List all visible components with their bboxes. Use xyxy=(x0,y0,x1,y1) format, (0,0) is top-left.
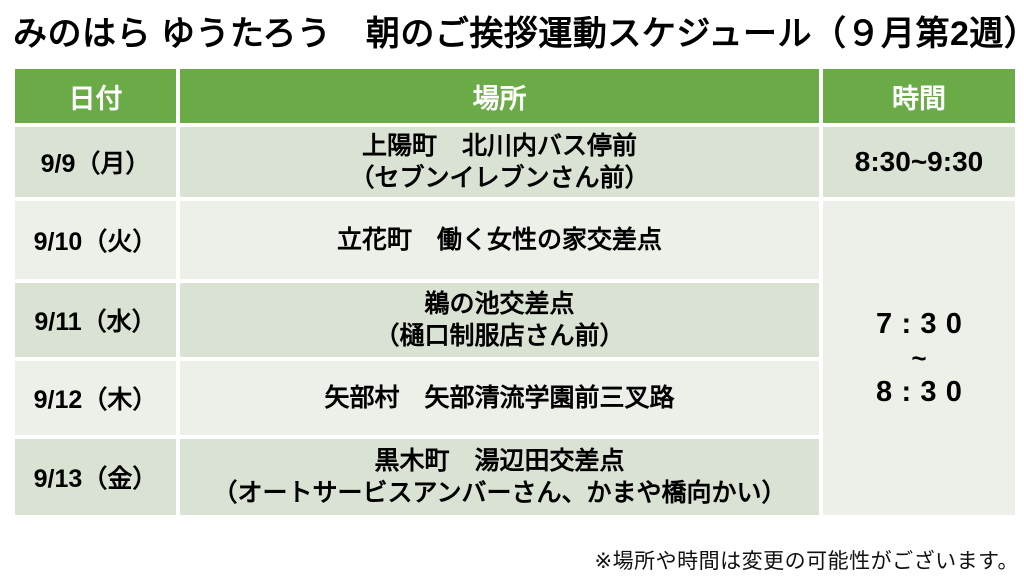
table-row: 9/11（水） 鵜の池交差点 （樋口制服店さん前） xyxy=(11,279,1017,361)
date-cell: 9/9（月） xyxy=(11,123,180,201)
col-header-time: 時間 xyxy=(819,65,1019,127)
page-title: みのはら ゆうたろう 朝のご挨拶運動スケジュール（９月第2週） xyxy=(13,15,1024,53)
table-row: 9/10（火） 立花町 働く女性の家交差点 7:30 ~ 8:30 xyxy=(11,197,1019,519)
place-line-2: （セブンイレブンさん前） xyxy=(349,164,650,192)
time-start: 7:30 xyxy=(876,307,972,340)
time-separator: ~ xyxy=(911,342,927,373)
place-cell: 鵜の池交差点 （樋口制服店さん前） xyxy=(176,279,823,361)
footnote: ※場所や時間は変更の可能性がございます。 xyxy=(594,550,1019,573)
place-cell: 上陽町 北川内バス停前 （セブンイレブンさん前） xyxy=(176,123,823,201)
place-cell: 黒木町 湯辺田交差点 （オートサービスアンバーさん、かまや橋向かい） xyxy=(176,435,823,519)
merged-time-cell: 7:30 ~ 8:30 xyxy=(819,197,1019,519)
col-header-place: 場所 xyxy=(176,65,823,127)
date-cell: 9/12（木） xyxy=(11,357,180,439)
place-line-1: 鵜の池交差点 xyxy=(424,289,575,318)
date-cell: 9/13（金） xyxy=(11,435,180,519)
table-row: 9/9（月） 上陽町 北川内バス停前 （セブンイレブンさん前） 8:30~9:3… xyxy=(11,123,1019,201)
time-end: 8:30 xyxy=(876,376,972,409)
col-header-date: 日付 xyxy=(11,65,180,127)
place-cell: 矢部村 矢部清流学園前三叉路 xyxy=(176,357,823,439)
time-cell: 8:30~9:30 xyxy=(819,123,1019,201)
date-cell: 9/10（火） xyxy=(11,197,180,283)
place-line-1: 上陽町 北川内バス停前 xyxy=(361,131,637,160)
place-line-1: 立花町 働く女性の家交差点 xyxy=(336,225,662,254)
place-line-2: （オートサービスアンバーさん、かまや橋向かい） xyxy=(212,479,787,507)
table-row: 9/12（木） 矢部村 矢部清流学園前三叉路 xyxy=(11,357,1017,439)
place-line-1: 黒木町 湯辺田交差点 xyxy=(374,446,625,475)
place-line-1: 矢部村 矢部清流学園前三叉路 xyxy=(324,383,675,412)
place-cell: 立花町 働く女性の家交差点 xyxy=(176,197,823,283)
place-line-2: （樋口制服店さん前） xyxy=(374,322,625,350)
table-row: 9/13（金） 黒木町 湯辺田交差点 （オートサービスアンバーさん、かまや橋向か… xyxy=(11,435,1017,519)
schedule-table: 日付 場所 時間 9/9（月） 上陽町 北川内バス停前 （セブンイレブンさん前）… xyxy=(11,65,1019,519)
date-cell: 9/11（水） xyxy=(11,279,180,361)
header-row: 日付 場所 時間 xyxy=(11,65,1019,127)
